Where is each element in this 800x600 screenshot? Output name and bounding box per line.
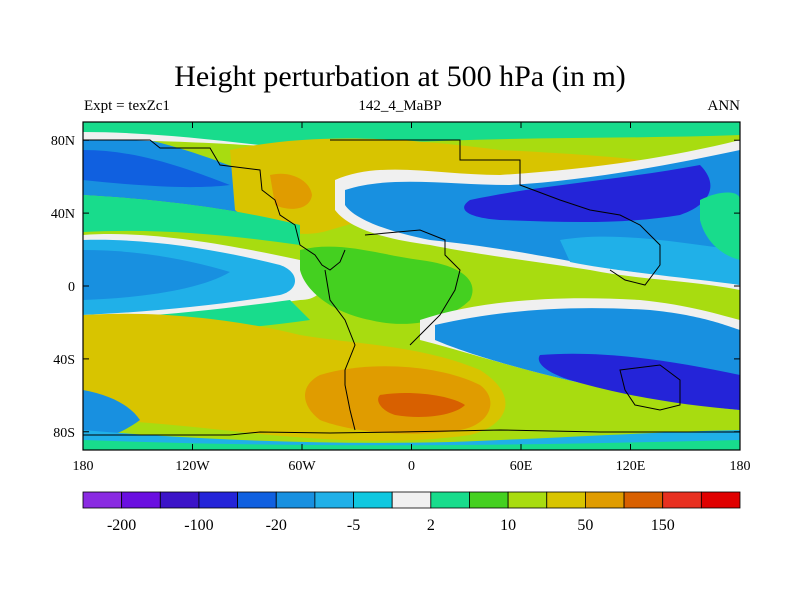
colorbar-swatch (314, 491, 354, 509)
colorbar-label: 50 (577, 517, 593, 534)
coast-australia (619, 364, 681, 411)
colorbar-swatch (275, 491, 316, 509)
colorbar-swatch (237, 491, 277, 509)
field-atlantic-orange (270, 173, 312, 209)
colorbar-label: -20 (266, 517, 287, 534)
y-tick-label: 80S (53, 426, 75, 441)
y-tick-label: 80N (51, 134, 75, 149)
x-tick-label: 60E (510, 459, 533, 474)
field-south-deep-blue (538, 353, 740, 410)
field-polar-green (83, 440, 740, 450)
colorbar-label: -100 (184, 517, 213, 534)
colorbar-swatch (159, 491, 200, 509)
colorbar-swatch (507, 491, 548, 509)
coastlines (83, 139, 740, 436)
colorbar-swatch (391, 491, 432, 509)
colorbar-label: 2 (427, 517, 435, 534)
field-africa-green (300, 246, 473, 324)
field-tropics-upper-green (83, 195, 300, 245)
field-asia-cyan (560, 236, 740, 285)
x-tick-label: 120E (616, 459, 646, 474)
colorbar-swatch (585, 491, 625, 509)
field-polar-blue (83, 390, 140, 440)
x-tick-label: 60W (288, 459, 316, 474)
colorbar-label: -5 (347, 517, 360, 534)
colorbar-swatch (469, 491, 509, 509)
colorbar-swatch (430, 491, 470, 509)
colorbar-swatch (662, 491, 702, 509)
y-tick-label: 40N (51, 207, 75, 222)
field-asia-deep-blue (464, 165, 711, 223)
case-label: 142_4_MaBP (358, 98, 442, 114)
field-tropics-blue (83, 250, 230, 300)
coast-eurasia (330, 139, 661, 286)
season-label: ANN (707, 98, 741, 114)
experiment-label: Expt = texZc1 (84, 98, 170, 114)
field-north-deep-blue (83, 150, 230, 188)
colorbar-label: -200 (107, 517, 136, 534)
colorbar-swatch (546, 491, 586, 509)
colorbar: -200 -100 -20 -5 2 10 50 150 (82, 491, 741, 534)
figure-title: Height perturbation at 500 hPa (in m) (174, 60, 626, 93)
colorbar-label: 10 (500, 517, 516, 534)
coast-south-america (324, 269, 356, 431)
field-east-green (700, 192, 740, 260)
colorbar-swatch (700, 491, 741, 509)
coast-antarctica (83, 429, 740, 436)
colorbar-swatch (198, 491, 238, 509)
coast-africa (364, 229, 461, 346)
x-tick-label: 180 (73, 459, 94, 474)
coast-north-america (83, 139, 346, 271)
colorbar-swatch (121, 491, 161, 509)
x-tick-label: 180 (730, 459, 751, 474)
colorbar-swatch (623, 491, 664, 509)
colorbar-swatch (353, 491, 393, 509)
field-south-dark-orange (378, 393, 465, 417)
y-tick-label: 40S (53, 353, 75, 368)
colorbar-label: 150 (651, 517, 675, 534)
field-layer (83, 122, 740, 450)
axis-layer: 180 120W 60W 0 60E 120E 180 80N 40N 0 40S 80S (51, 122, 751, 474)
x-tick-label: 120W (175, 459, 210, 474)
colorbar-swatch (82, 491, 123, 509)
y-tick-label: 0 (68, 280, 75, 295)
x-tick-label: 0 (408, 459, 415, 474)
field-north-green (83, 122, 740, 150)
